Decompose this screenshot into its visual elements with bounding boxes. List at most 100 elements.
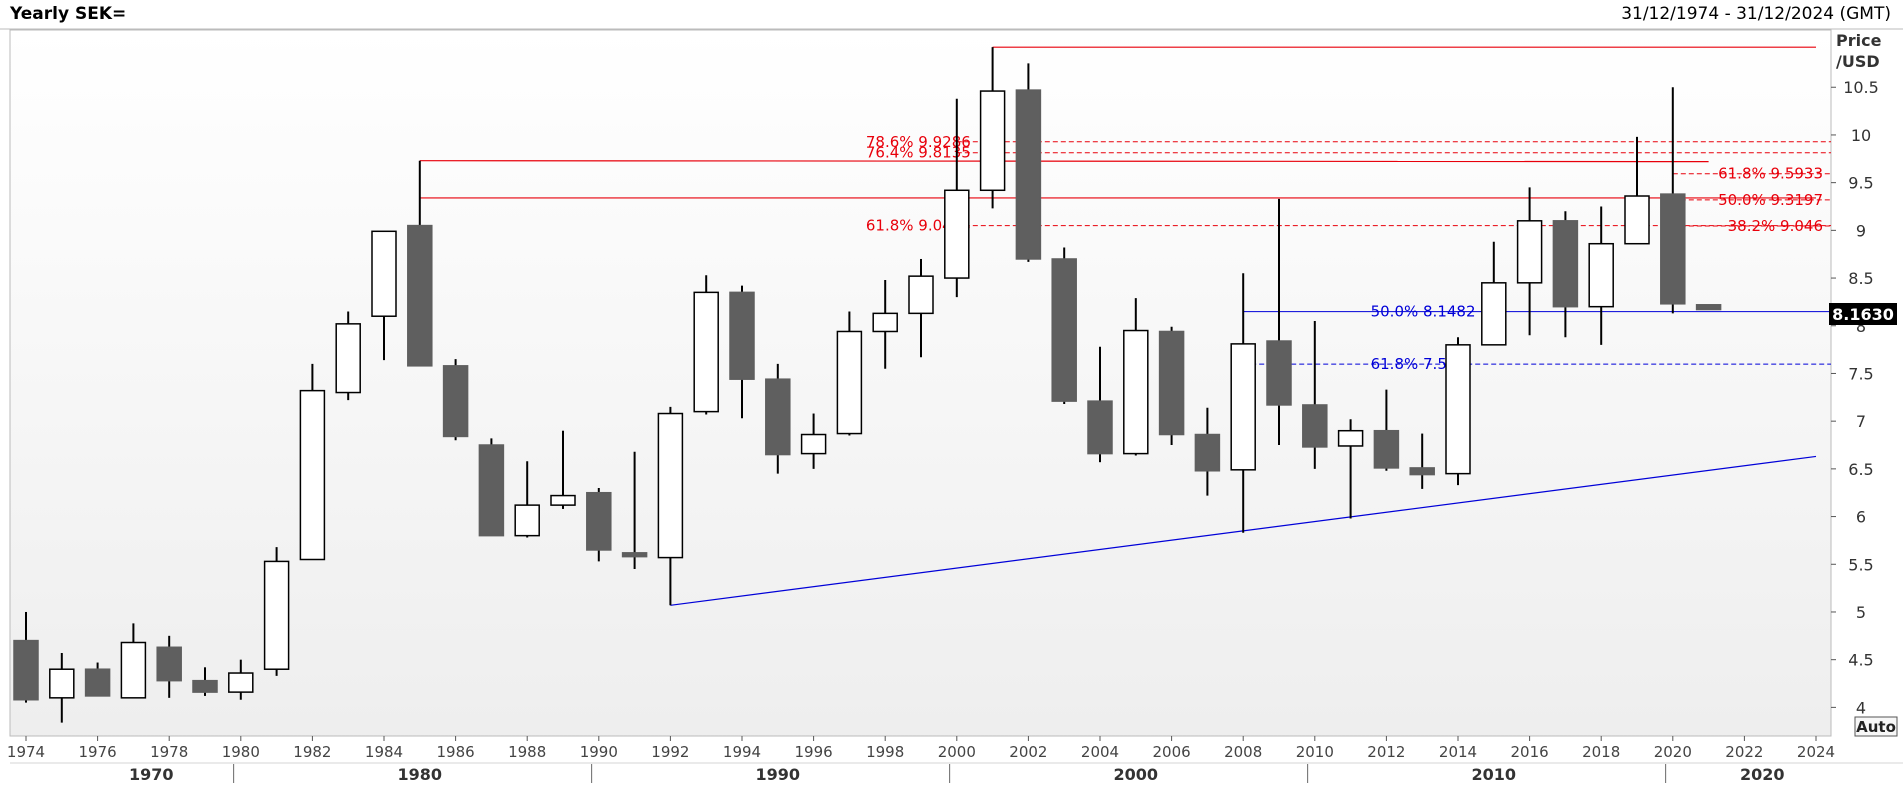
candle — [872, 279, 898, 369]
y-tick-label: 7.5 — [1848, 364, 1873, 383]
y-tick-label: 9 — [1856, 221, 1866, 240]
x-tick-label: 1988 — [508, 743, 546, 761]
auto-scale-button[interactable]: Auto — [1854, 716, 1898, 737]
candle-body-up — [979, 90, 1006, 192]
candle-body-up — [657, 412, 684, 559]
candle-body-up — [1588, 242, 1614, 308]
candle — [979, 47, 1006, 209]
candle-body-up — [1481, 282, 1507, 346]
x-tick-label: 2006 — [1153, 743, 1191, 761]
candle-body-down — [621, 552, 648, 558]
candle-body-up — [908, 275, 934, 315]
decade-label: 2020 — [1740, 765, 1785, 784]
candle-body-down — [765, 378, 791, 456]
candle — [1552, 211, 1579, 338]
candle-body-up — [550, 494, 576, 506]
candle-body-down — [729, 291, 755, 380]
decade-label: 2010 — [1472, 765, 1517, 784]
candle-body-down — [192, 679, 218, 693]
candle-body-up — [299, 389, 326, 561]
candle — [1302, 320, 1328, 469]
plot-background — [9, 29, 1832, 737]
candle — [693, 275, 719, 415]
candle-body-up — [49, 668, 75, 699]
candle-body-up — [944, 189, 970, 279]
candle-body-down — [13, 639, 39, 701]
x-tick-label: 2008 — [1224, 743, 1262, 761]
x-tick-label: 2000 — [938, 743, 976, 761]
candle-body-down — [84, 668, 111, 697]
candle-body-up — [1230, 343, 1256, 471]
candle — [1051, 247, 1077, 404]
candle — [192, 667, 218, 696]
x-tick-label: 2024 — [1797, 743, 1835, 761]
candle — [1481, 241, 1507, 346]
x-tick-label: 1978 — [150, 743, 188, 761]
candle — [1266, 198, 1292, 446]
x-tick-label: 1982 — [293, 743, 331, 761]
candle-body-down — [1194, 433, 1221, 472]
y-tick-label: 10.5 — [1843, 78, 1879, 97]
candle — [49, 652, 75, 723]
candle — [1373, 389, 1400, 471]
x-tick-label: 2014 — [1439, 743, 1477, 761]
x-tick-label: 2002 — [1009, 743, 1047, 761]
axes: 4 4.5 5 5.5 6 6.5 7 7.5 8 8.5 9 9.5 10 10.5 1974 1976 19… — [7, 78, 1879, 784]
candle-body-down — [1409, 467, 1435, 476]
blue-fib-level-label: 61.8% 7.598 — [1371, 355, 1466, 373]
candle-body-down — [1552, 220, 1579, 308]
candle-body-up — [872, 312, 898, 333]
decade-label: 1990 — [756, 765, 801, 784]
x-tick-label: 1990 — [580, 743, 618, 761]
candle — [1660, 87, 1686, 314]
candle — [729, 285, 755, 419]
candle — [1337, 419, 1364, 519]
candle-body-up — [1337, 429, 1364, 447]
candle-body-down — [1087, 400, 1113, 455]
x-tick-label: 2020 — [1654, 743, 1692, 761]
candle — [371, 230, 397, 361]
candle — [1588, 206, 1614, 345]
chart-title: Yearly SEK= — [10, 4, 127, 24]
candle — [1695, 304, 1722, 311]
blue-fib-level-label: 50.0% 8.1482 — [1371, 303, 1476, 321]
decade-label: 1980 — [398, 765, 443, 784]
red-fib-level-label: 78.6% 9.9286 — [866, 133, 971, 151]
candle — [1194, 407, 1221, 496]
auto-scale-label: Auto — [1856, 718, 1896, 736]
candle — [1445, 337, 1471, 486]
candle — [1158, 326, 1185, 446]
candle — [765, 363, 791, 474]
candle-body-down — [1158, 330, 1185, 436]
candle-body-down — [442, 365, 469, 438]
x-tick-label: 1986 — [437, 743, 475, 761]
candle — [621, 451, 648, 570]
x-tick-label: 1984 — [365, 743, 403, 761]
candle-body-down — [1051, 258, 1077, 402]
y-tick-label: 10 — [1851, 126, 1871, 145]
x-tick-label: 1976 — [79, 743, 117, 761]
last-price-marker: 8.1630 — [1829, 303, 1897, 325]
candle — [1409, 433, 1435, 489]
candle-body-up — [514, 504, 540, 537]
price-axis-label-line1: Price — [1836, 31, 1882, 50]
x-tick-label: 1974 — [7, 743, 45, 761]
candle-body-up — [228, 672, 254, 693]
candle-body-down — [1660, 193, 1686, 305]
candle — [335, 311, 361, 401]
y-tick-label: 5 — [1856, 603, 1866, 622]
y-tick-label: 4.5 — [1848, 651, 1873, 670]
red-resistance-line — [419, 160, 1709, 163]
x-tick-label: 2018 — [1582, 743, 1620, 761]
candle-body-down — [1015, 89, 1042, 260]
candle — [944, 98, 970, 298]
candle — [156, 635, 182, 698]
decade-label: 2000 — [1114, 765, 1159, 784]
candle-body-down — [407, 224, 433, 367]
candle-body-up — [1624, 195, 1650, 245]
x-tick-label: 2010 — [1296, 743, 1334, 761]
candle — [263, 547, 290, 676]
last-price-label: 8.1630 — [1832, 305, 1894, 324]
candles — [13, 47, 1722, 723]
candle-body-up — [836, 330, 863, 435]
